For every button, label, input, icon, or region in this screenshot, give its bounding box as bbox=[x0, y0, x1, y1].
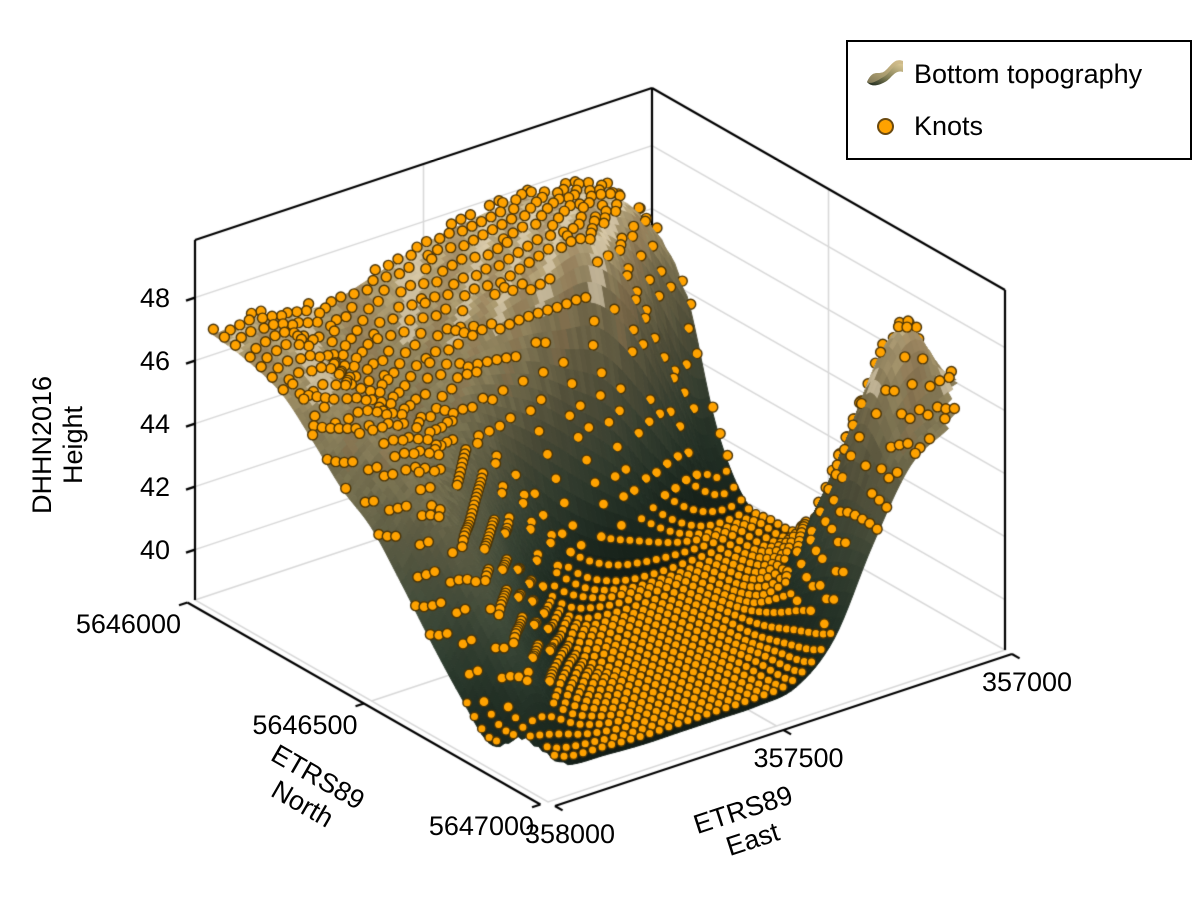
legend-item-bottom-topography[interactable]: Bottom topography bbox=[860, 50, 1178, 98]
surface-swatch-icon bbox=[860, 52, 910, 96]
height-tick-label-48: 48 bbox=[139, 282, 170, 313]
legend-label-bottom-topography[interactable]: Bottom topography bbox=[914, 58, 1143, 89]
east-tick-label-357000: 357000 bbox=[981, 667, 1073, 697]
north-tick-label-5647000: 5647000 bbox=[428, 811, 534, 841]
knot-marker-icon bbox=[860, 117, 910, 135]
height-tick-label-46: 46 bbox=[139, 345, 170, 376]
north-tick-label-5646500: 5646500 bbox=[252, 710, 358, 740]
legend-item-knots[interactable]: Knots bbox=[860, 102, 1178, 150]
legend-label-knots[interactable]: Knots bbox=[914, 110, 984, 141]
east-tick-label-358000: 358000 bbox=[524, 819, 616, 849]
north-tick-label-5646000: 5646000 bbox=[75, 609, 181, 639]
east-tick-label-357500: 357500 bbox=[753, 743, 844, 773]
height-tick-label-44: 44 bbox=[139, 408, 170, 439]
height-tick-label-42: 42 bbox=[139, 471, 170, 502]
legend: Bottom topography Knots bbox=[846, 40, 1192, 160]
height-tick-label-40: 40 bbox=[139, 534, 170, 565]
